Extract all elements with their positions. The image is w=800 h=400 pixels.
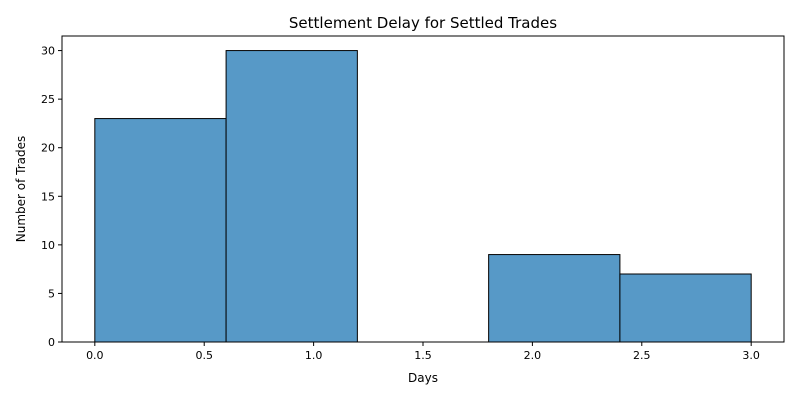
- y-tick-label: 20: [41, 142, 55, 155]
- y-axis-label: Number of Trades: [14, 136, 28, 243]
- histogram-bar: [225, 50, 358, 343]
- histogram-bar: [94, 118, 227, 343]
- x-tick-label: 2.5: [633, 349, 651, 362]
- histogram-bar: [619, 273, 752, 343]
- x-tick-label: 3.0: [742, 349, 760, 362]
- x-axis-ticks: 0.0 0.5 1.0 1.5 2.0 2.5 3.0: [86, 342, 760, 362]
- x-tick-label: 2.0: [524, 349, 542, 362]
- bars-group: [94, 50, 752, 343]
- y-tick-label: 0: [48, 336, 55, 349]
- histogram-bar: [488, 254, 621, 343]
- y-axis-ticks: 0 5 10 15 20 25 30: [41, 45, 62, 349]
- y-tick-label: 25: [41, 93, 55, 106]
- x-tick-label: 0.0: [86, 349, 104, 362]
- x-tick-label: 0.5: [195, 349, 213, 362]
- y-tick-label: 5: [48, 287, 55, 300]
- x-tick-label: 1.0: [305, 349, 323, 362]
- x-axis-label: Days: [408, 371, 438, 385]
- y-tick-label: 15: [41, 190, 55, 203]
- y-tick-label: 30: [41, 45, 55, 58]
- x-tick-label: 1.5: [414, 349, 432, 362]
- chart-title: Settlement Delay for Settled Trades: [289, 14, 557, 32]
- y-tick-label: 10: [41, 239, 55, 252]
